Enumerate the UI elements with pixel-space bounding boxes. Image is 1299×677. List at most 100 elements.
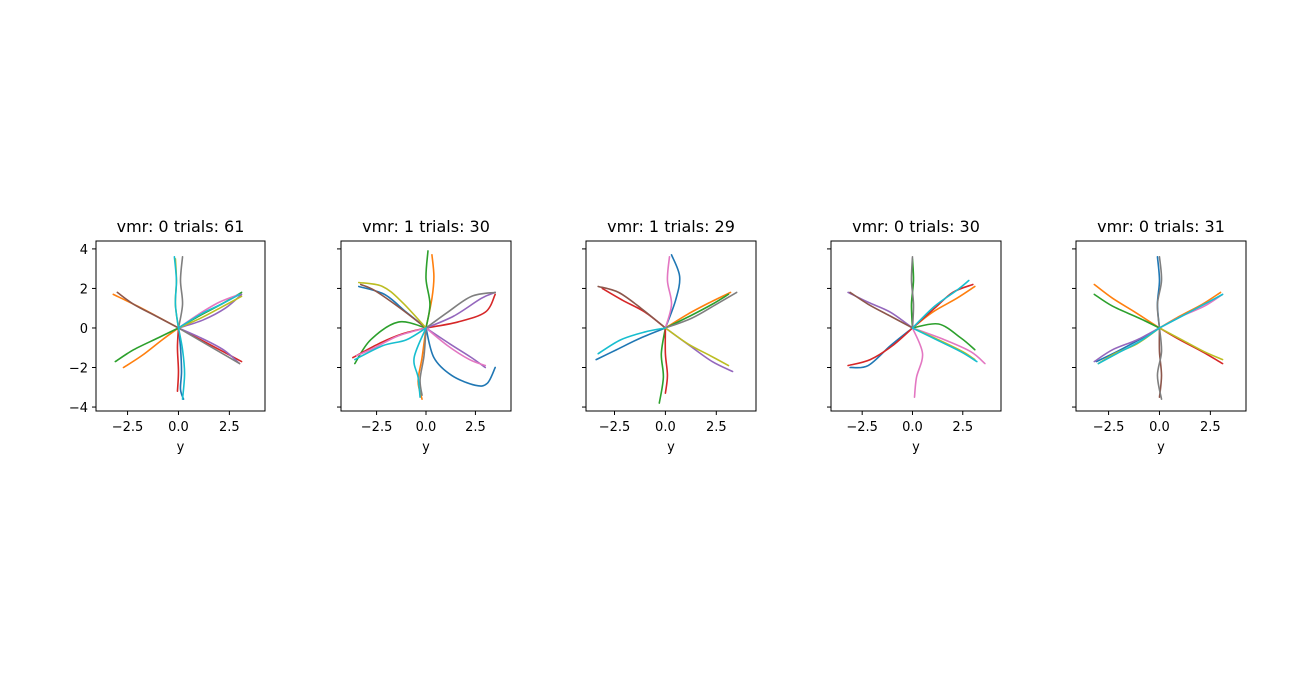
trajectory-line-17 [177,293,241,329]
x-tick-label: −2.5 [361,420,393,435]
y-tick-label: 4 [80,243,88,258]
x-tick-label: 0.0 [416,420,437,435]
subplot-1: −2.5 0.0 2.5 −4 −2 0 2 4 vmr: 0 trials: 61 y [69,217,266,455]
x-tick-label: 0.0 [902,420,923,435]
trajectory-line-2 [911,285,976,329]
trajectory-line-5 [664,293,730,329]
trajectories [595,254,738,404]
trajectory-line-10 [911,327,986,365]
trajectory-line-9 [597,285,667,329]
subplot-title: vmr: 0 trials: 31 [1097,217,1225,236]
trajectory-line-10 [425,291,496,329]
trajectory-line-11 [910,256,915,329]
trajectory-line-7 [425,293,496,329]
trajectory-line-7 [1093,327,1161,363]
trajectory-line-9 [425,327,487,369]
trajectory-line-12 [664,327,730,367]
x-tick-label: 2.5 [1200,420,1221,435]
trajectory-line-11 [1156,327,1163,400]
trajectory-line-14 [1158,293,1224,329]
x-tick-label: 2.5 [465,420,486,435]
trajectory-line-1 [849,327,914,369]
x-axis-label: y [177,440,185,455]
axes-frame [830,240,1002,412]
trajectory-line-8 [849,291,914,329]
trajectory-line-3 [664,291,732,329]
trajectory-line-1 [177,327,185,400]
trajectory-line-13 [597,327,667,355]
trajectory-line-2 [664,254,681,329]
y-tick-label: 0 [80,322,88,337]
trajectory-line-14 [425,291,496,329]
trajectory-line-18 [413,327,427,398]
trajectory-line-13 [1158,327,1224,361]
trajectory-line-10 [664,256,673,329]
trajectory-line-14 [911,327,978,363]
y-tick-label: 2 [80,282,88,297]
trajectory-line-12 [356,327,427,357]
trajectory-line-15 [177,295,243,329]
trajectory-line-4 [658,327,667,404]
trajectory-line-1 [425,327,496,387]
x-tick-label: 2.5 [706,420,727,435]
trajectory-line-4 [114,327,180,363]
subplot-4: −2.5 0.0 2.5 vmr: 0 trials: 30 y [827,217,1002,455]
trajectories [352,250,496,400]
subplot-title: vmr: 0 trials: 61 [117,217,245,236]
y-tick-label: −4 [69,401,88,416]
trajectory-line-15 [1097,327,1161,365]
x-axis-label: y [422,440,430,455]
trajectories [1093,256,1224,400]
trajectory-line-12 [177,256,184,329]
trajectory-line-7 [664,327,669,395]
x-tick-label: −2.5 [846,420,878,435]
axes-frame [585,240,757,412]
x-tick-label: −2.5 [112,420,144,435]
trajectory-line-6 [601,287,667,329]
trajectory-line-5 [847,327,914,367]
trajectory-line-16 [177,327,186,400]
trajectory-line-9 [177,327,241,365]
x-tick-label: 2.5 [219,420,240,435]
trajectory-line-5 [425,250,431,329]
trajectory-line-13 [425,327,487,367]
trajectories [112,256,243,400]
trajectory-line-11 [664,291,738,329]
trajectory-line-6 [176,327,180,393]
x-axis-label: y [912,440,920,455]
trajectory-line-3 [911,322,976,351]
subplot-title: vmr: 1 trials: 30 [362,217,490,236]
trajectory-line-13 [177,327,241,365]
x-tick-label: 2.5 [952,420,973,435]
y-tick-label: −2 [69,362,88,377]
x-axis-label: y [1157,440,1165,455]
x-tick-label: 0.0 [1149,420,1170,435]
trajectory-line-9 [911,327,924,398]
x-tick-label: 0.0 [655,420,676,435]
trajectory-line-15 [419,327,427,396]
subplot-title: vmr: 0 trials: 30 [852,217,980,236]
subplot-title: vmr: 1 trials: 29 [607,217,735,236]
x-tick-label: −2.5 [1093,420,1125,435]
trajectory-line-1 [595,327,667,361]
trajectory-line-6 [354,320,427,365]
trajectory-line-16 [357,281,427,329]
trajectory-line-10 [116,291,180,329]
axes-frame [95,240,266,412]
x-tick-label: −2.5 [599,420,631,435]
subplot-3: −2.5 0.0 2.5 vmr: 1 trials: 29 y [582,217,757,455]
subplot-2: −2.5 0.0 2.5 vmr: 1 trials: 30 y [337,217,512,455]
trajectory-line-18 [173,256,180,329]
trajectory-line-3 [122,327,180,369]
trajectory-line-8 [1158,327,1163,398]
trajectory-line-3 [1093,283,1161,329]
subplot-5: −2.5 0.0 2.5 vmr: 0 trials: 31 y [1072,217,1247,455]
trajectory-line-11 [359,283,427,329]
trajectory-line-13 [911,279,970,329]
trajectory-line-5 [1093,293,1161,329]
trajectory-line-17 [354,327,427,361]
trajectories [847,256,986,398]
x-tick-label: 0.0 [168,420,189,435]
x-axis-label: y [667,440,675,455]
